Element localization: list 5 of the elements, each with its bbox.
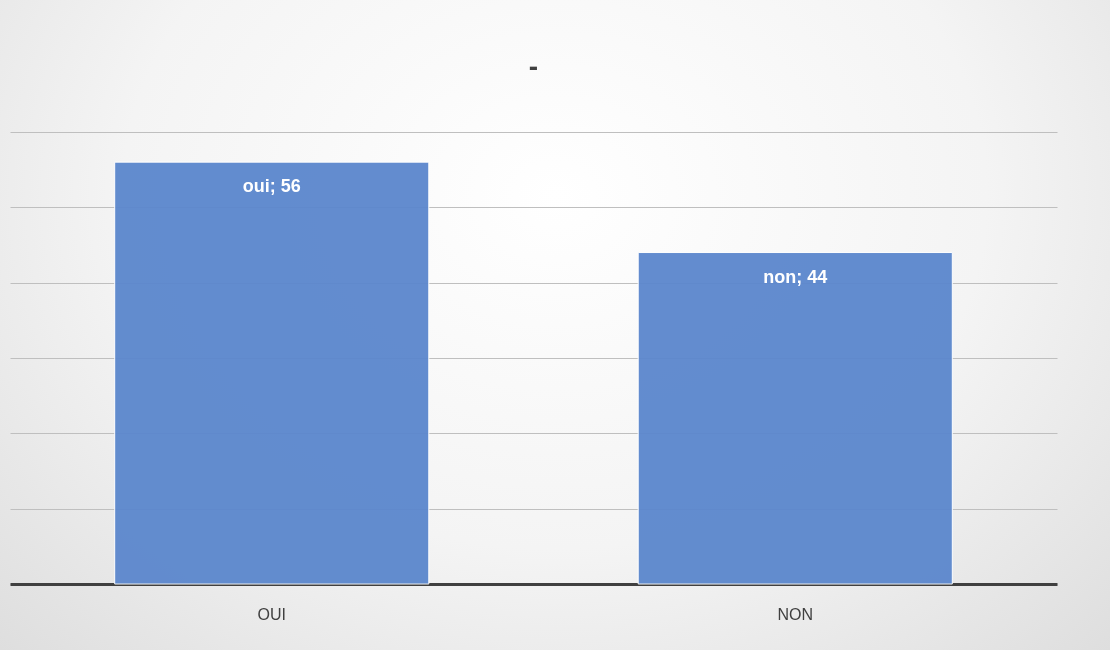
data-label: oui; 56 xyxy=(242,176,301,197)
x-tick-label: OUI xyxy=(257,605,286,623)
chart-title: - xyxy=(528,51,539,82)
x-tick-label: NON xyxy=(777,605,814,623)
data-label: non; 44 xyxy=(763,266,828,287)
